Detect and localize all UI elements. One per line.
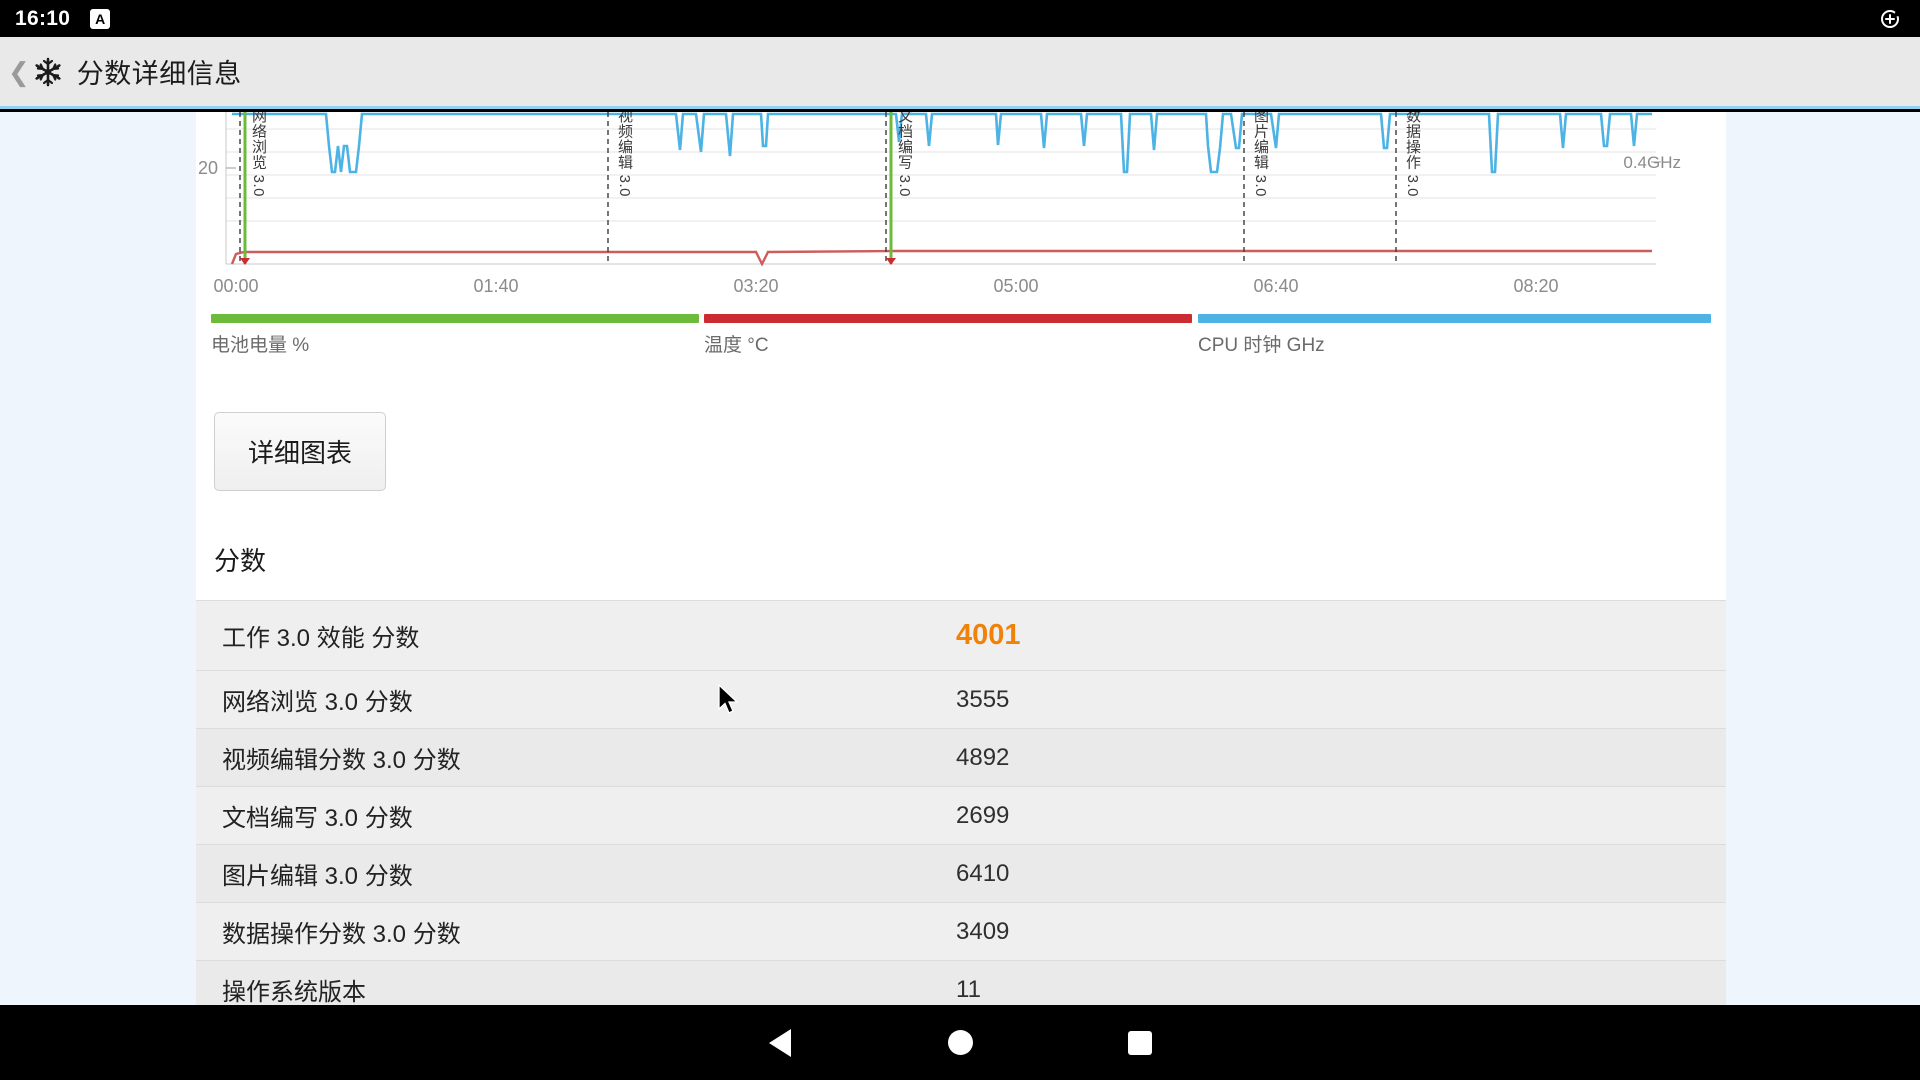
nav-back-button[interactable] (690, 1028, 870, 1057)
score-value: 6410 (956, 859, 1010, 887)
legend-item-battery: 电池电量 % (211, 314, 699, 357)
back-triangle-icon (769, 1028, 791, 1057)
legend-label-cpu: CPU 时钟 GHz (1198, 335, 1325, 356)
notification-badge-icon: A (90, 8, 111, 29)
score-label: 视频编辑分数 3.0 分数 (222, 747, 461, 774)
score-value: 4892 (956, 743, 1010, 771)
score-label: 数据操作分数 3.0 分数 (222, 921, 461, 948)
table-row[interactable]: 网络浏览 3.0 分数 3555 (196, 671, 1726, 729)
legend-label-battery: 电池电量 % (211, 335, 310, 356)
recents-square-icon (1128, 1030, 1152, 1055)
score-value: 3409 (956, 917, 1010, 945)
content-card: 20 (196, 112, 1726, 1005)
status-clock: 16:10 (15, 6, 71, 30)
table-row[interactable]: 图片编辑 3.0 分数 6410 (196, 845, 1726, 903)
score-value: 2699 (956, 801, 1010, 829)
nav-recents-button[interactable] (1050, 1030, 1230, 1055)
location-add-icon (1881, 9, 1900, 28)
page-scroll-area[interactable]: 20 (0, 112, 1920, 1005)
back-chevron-icon[interactable]: ❮ (8, 56, 30, 87)
score-label: 工作 3.0 效能 分数 (222, 625, 420, 652)
score-label: 图片编辑 3.0 分数 (222, 863, 413, 890)
legend-swatch-battery (211, 314, 699, 323)
table-row[interactable]: 文档编写 3.0 分数 2699 (196, 787, 1726, 845)
legend-item-cpu: CPU 时钟 GHz (1198, 314, 1711, 357)
x-tick: 08:20 (1513, 276, 1559, 296)
score-value: 4001 (956, 619, 1021, 651)
chart-annotation-label: 图片编辑 3.0 (1252, 112, 1269, 198)
status-bar: 16:10 A (0, 0, 1920, 37)
table-row[interactable]: 操作系统版本 11 (196, 961, 1726, 1005)
chart-annotation-label: 数据操作 3.0 (1404, 112, 1421, 198)
x-tick: 00:00 (213, 276, 259, 296)
score-value: 3555 (956, 685, 1010, 713)
score-label: 文档编写 3.0 分数 (222, 805, 413, 832)
app-title-bar: ❮ 分数详细信息 (0, 37, 1920, 109)
chart-annotation-label: 文档编写 3.0 (896, 112, 913, 198)
x-tick: 01:40 (473, 276, 519, 296)
chart-annotation-label: 网络浏览 3.0 (250, 112, 267, 198)
chart-right-axis-tick: 0.4GHz (1623, 153, 1681, 172)
chart-legend: 电池电量 % 温度 °C CPU 时钟 GHz (196, 314, 1726, 372)
svg-text:20: 20 (198, 158, 218, 178)
chart-x-axis: 00:00 01:40 03:20 05:00 06:40 08:20 (196, 270, 1726, 304)
legend-swatch-temperature (704, 314, 1192, 323)
status-right-group (1878, 7, 1902, 31)
x-tick: 06:40 (1253, 276, 1299, 296)
nav-home-button[interactable] (870, 1030, 1050, 1055)
snowflake-logo-icon[interactable] (32, 56, 64, 88)
chart-canvas: 20 (196, 112, 1726, 270)
page-title: 分数详细信息 (76, 59, 242, 89)
legend-item-temperature: 温度 °C (704, 314, 1192, 357)
x-tick: 03:20 (733, 276, 779, 296)
score-value: 11 (956, 975, 981, 1003)
home-circle-icon (947, 1030, 973, 1055)
legend-swatch-cpu (1198, 314, 1711, 323)
actions-row: 详细图表 (196, 372, 1726, 491)
legend-label-temperature: 温度 °C (704, 335, 769, 356)
scores-table: 工作 3.0 效能 分数 4001 网络浏览 3.0 分数 3555 视频编辑分… (196, 600, 1726, 1005)
table-row[interactable]: 工作 3.0 效能 分数 4001 (196, 601, 1726, 671)
detail-chart-button[interactable]: 详细图表 (214, 412, 386, 491)
scores-section-title: 分数 (214, 546, 267, 576)
chart-annotation-label: 视频编辑 3.0 (616, 112, 633, 198)
table-row[interactable]: 视频编辑分数 3.0 分数 4892 (196, 729, 1726, 787)
score-label: 操作系统版本 (222, 979, 366, 1005)
performance-chart: 20 (196, 112, 1726, 270)
score-label: 网络浏览 3.0 分数 (222, 689, 413, 716)
x-tick: 05:00 (993, 276, 1039, 296)
android-nav-bar (0, 1005, 1920, 1080)
table-row[interactable]: 数据操作分数 3.0 分数 3409 (196, 903, 1726, 961)
